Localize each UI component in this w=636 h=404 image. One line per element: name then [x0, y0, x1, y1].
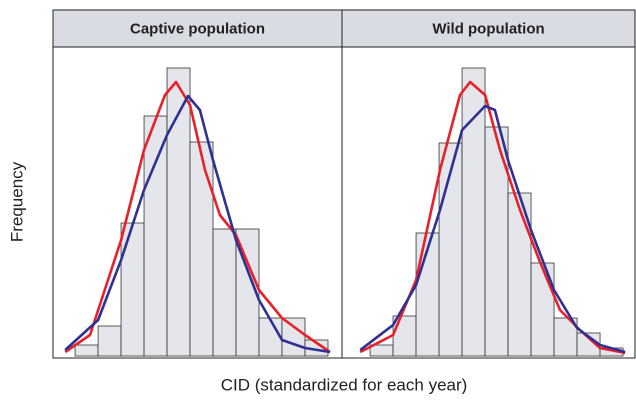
density-line	[64, 80, 331, 354]
bar	[530, 262, 555, 357]
bar	[74, 344, 99, 357]
y-axis-label: Frequency	[7, 161, 26, 242]
bar	[258, 317, 283, 357]
panel-title: Wild population	[432, 20, 544, 37]
density-line	[64, 94, 331, 354]
bar	[369, 344, 394, 357]
bar	[97, 325, 122, 357]
bar	[189, 141, 214, 357]
bar	[120, 222, 145, 357]
bar	[281, 317, 306, 357]
bar	[143, 115, 168, 357]
strip-header	[52, 9, 343, 48]
density-line	[359, 104, 626, 354]
bar	[235, 228, 260, 357]
bar	[212, 228, 237, 357]
bar	[392, 315, 417, 357]
panel-title: Captive population	[130, 20, 265, 37]
x-axis-label: CID (standardized for each year)	[221, 375, 468, 394]
strip-header	[341, 9, 636, 48]
